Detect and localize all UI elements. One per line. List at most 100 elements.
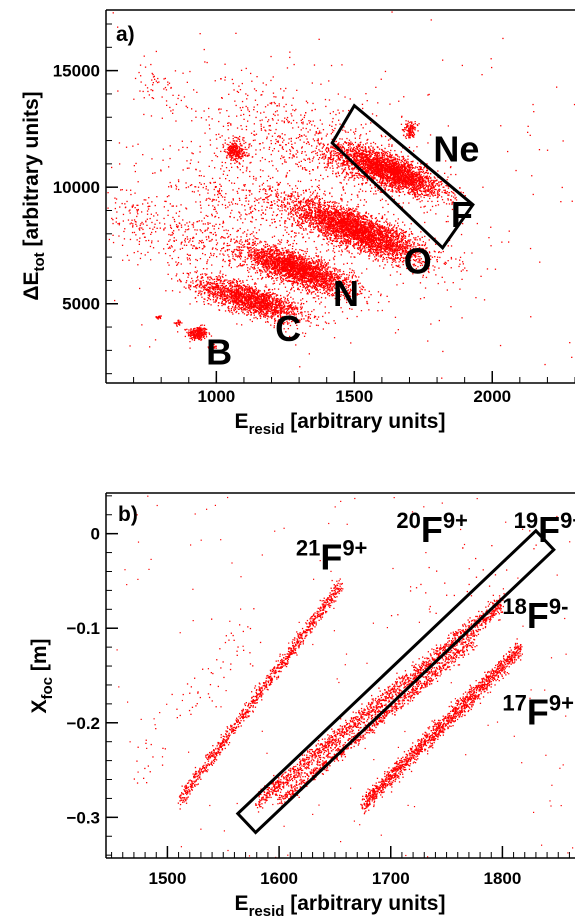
data-point-a [235, 256, 236, 257]
data-point-a [270, 248, 271, 249]
data-point-a [330, 280, 331, 281]
data-point-a [235, 312, 236, 313]
data-point-a [317, 292, 318, 293]
data-point-a [229, 297, 230, 298]
data-point-a [304, 311, 305, 312]
data-point-a [295, 271, 296, 272]
data-point-a [225, 286, 226, 287]
data-point-a [294, 251, 295, 252]
data-point-a [308, 318, 309, 319]
data-point-a [156, 316, 157, 317]
data-point-a [216, 276, 217, 277]
data-point-a [277, 295, 278, 296]
data-point-a [279, 300, 280, 301]
data-point-a [238, 304, 239, 305]
data-point-a [292, 285, 293, 286]
data-point-a [205, 285, 206, 286]
data-point-a [250, 257, 251, 258]
data-point-a [244, 244, 245, 245]
data-point-a [203, 301, 204, 302]
data-point-a [232, 299, 233, 300]
data-point-a [288, 265, 289, 266]
data-point-a [269, 272, 270, 273]
data-point-a [295, 252, 296, 253]
data-point-a [269, 307, 270, 308]
data-point-a [315, 262, 316, 263]
data-point-a [188, 333, 189, 334]
data-point-a [215, 232, 216, 233]
data-point-a [233, 281, 234, 282]
data-point-a [259, 304, 260, 305]
data-point-a [231, 308, 232, 309]
data-point-a [260, 275, 261, 276]
data-point-a [282, 250, 283, 251]
data-point-a [241, 302, 242, 303]
data-point-a [295, 249, 296, 250]
data-point-a [214, 279, 215, 280]
data-point-a [295, 265, 296, 266]
data-point-a [230, 282, 231, 283]
data-point-a [208, 277, 209, 278]
data-point-a [299, 257, 300, 258]
data-point-a [254, 305, 255, 306]
data-point-a [199, 330, 200, 331]
data-point-a [283, 263, 284, 264]
data-point-a [208, 298, 209, 299]
data-point-a [218, 305, 219, 306]
data-point-a [192, 280, 193, 281]
data-point-a [304, 282, 305, 283]
data-point-a [318, 298, 319, 299]
data-point-a [300, 304, 301, 305]
data-point-a [242, 242, 243, 243]
data-point-a [215, 248, 216, 249]
data-point-a [231, 312, 232, 313]
data-point-a [305, 263, 306, 264]
data-point-a [225, 288, 226, 289]
data-point-a [189, 341, 190, 342]
data-point-a [327, 274, 328, 275]
data-point-a [265, 317, 266, 318]
data-point-a [233, 239, 234, 240]
data-point-a [275, 301, 276, 302]
data-point-a [301, 314, 302, 315]
data-point-a [265, 309, 266, 310]
data-point-a [242, 294, 243, 295]
data-point-a [308, 274, 309, 275]
data-point-a [275, 304, 276, 305]
data-point-a [201, 337, 202, 338]
data-point-a [234, 249, 235, 250]
data-point-a [245, 262, 246, 263]
data-point-a [308, 272, 309, 273]
data-point-a [237, 285, 238, 286]
data-point-a [302, 273, 303, 274]
data-point-a [329, 260, 330, 261]
data-point-a [302, 307, 303, 308]
data-point-a [261, 241, 262, 242]
data-point-a [224, 296, 225, 297]
data-point-a [196, 301, 197, 302]
data-point-a [267, 311, 268, 312]
data-point-a [336, 269, 337, 270]
data-point-a [231, 310, 232, 311]
data-point-a [253, 312, 254, 313]
data-point-a [270, 301, 271, 302]
data-point-a [334, 263, 335, 264]
data-point-a [317, 256, 318, 257]
data-point-a [251, 303, 252, 304]
data-point-a [207, 222, 208, 223]
data-point-a [224, 283, 225, 284]
data-point-a [311, 279, 312, 280]
data-point-a [241, 289, 242, 290]
data-point-a [225, 251, 226, 252]
data-point-a [249, 247, 250, 248]
data-point-a [325, 286, 326, 287]
data-point-a [295, 270, 296, 271]
data-point-a [227, 250, 228, 251]
data-point-a [329, 289, 330, 290]
data-point-a [247, 289, 248, 290]
data-point-a [190, 328, 191, 329]
data-point-a [262, 302, 263, 303]
data-point-a [264, 253, 265, 254]
data-point-a [301, 312, 302, 313]
